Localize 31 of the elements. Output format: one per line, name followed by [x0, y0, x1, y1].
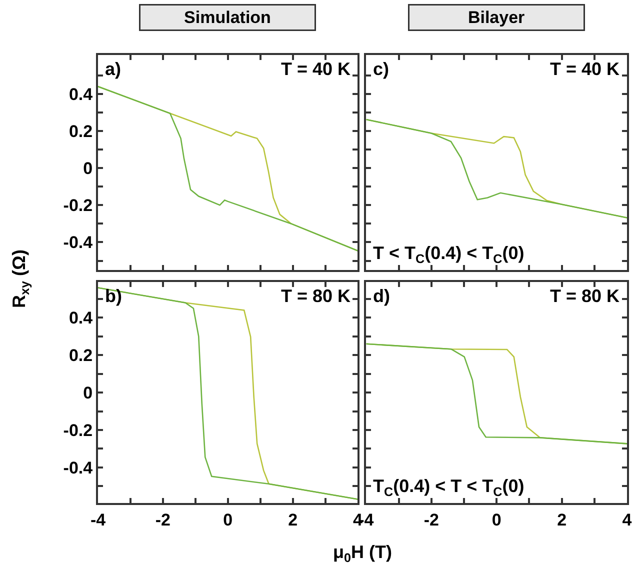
annotation: d) [373, 286, 390, 306]
annotation: T < T$_{C}$(0.4) < T$_{C}$(0) [373, 243, 524, 266]
x-tick-label: -2 [155, 510, 170, 530]
x-tick-label: 4 [622, 510, 632, 530]
y-tick-label: 0.4 [68, 308, 94, 328]
y-tick-label: -0.2 [63, 196, 93, 216]
annotation: T = 40 K [281, 59, 351, 79]
x-axis-title: μ$_{0}$H (T) [333, 542, 392, 565]
y-tick-label: 0.2 [68, 122, 93, 141]
x-tick-label: 0 [223, 510, 233, 530]
y-tick-label: -0.4 [63, 458, 94, 478]
annotation: T = 80 K [550, 286, 620, 306]
y-tick-label: 0 [83, 159, 93, 178]
y-tick-label: -0.4 [63, 233, 94, 252]
x-tick-label: 2 [288, 510, 298, 530]
annotation: T$_{C}$(0.4) < T < T$_{C}$(0) [373, 476, 524, 499]
y-tick-label: 0.4 [68, 84, 94, 104]
x-tick-label: -4 [90, 510, 106, 530]
annotation: a) [105, 59, 122, 79]
y-tick-label: -0.2 [63, 420, 93, 440]
y-tick-label: 0 [83, 384, 93, 403]
annotation: c) [373, 59, 390, 79]
y-tick-label: 0.2 [68, 346, 93, 366]
x-tick-label: 0 [492, 510, 502, 530]
x-tick-label: -2 [424, 510, 439, 530]
chart-title: Simulation [184, 8, 271, 27]
chart-title: Bilayer [468, 8, 526, 27]
annotation: T = 40 K [550, 59, 620, 79]
annotation: b) [105, 286, 122, 306]
x-tick-label: 2 [557, 510, 567, 530]
annotation: T = 80 K [281, 286, 351, 306]
